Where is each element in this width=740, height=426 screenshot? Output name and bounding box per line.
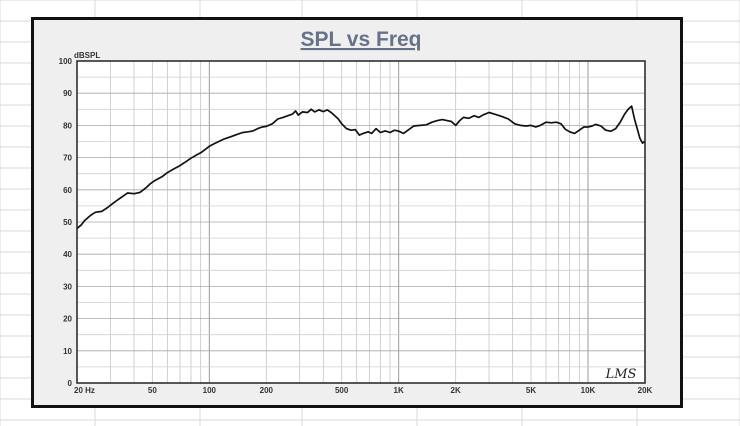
x-tick-label: 5K <box>526 386 536 395</box>
y-tick-label: 100 <box>59 57 73 66</box>
y-tick-label: 70 <box>63 154 72 163</box>
plot-border <box>76 60 646 384</box>
spl-chart: SPL vs Freq dBSPL 0 10 20 30 40 50 60 70 80 90 100… <box>59 28 653 395</box>
x-tick-label: 2K <box>451 386 461 395</box>
y-tick-label: 10 <box>63 347 72 356</box>
x-tick-label: 20K <box>638 386 653 395</box>
x-tick-label: 100 <box>203 386 217 395</box>
chart-title: SPL vs Freq <box>301 28 422 51</box>
y-tick-label: 60 <box>63 186 72 195</box>
y-tick-label: 20 <box>63 315 72 324</box>
lms-watermark: LMS <box>605 367 637 382</box>
x-tick-label: 500 <box>335 386 349 395</box>
x-tick-label: 200 <box>260 386 274 395</box>
y-tick-label: 80 <box>63 121 72 130</box>
spl-curve <box>77 105 645 230</box>
x-tick-label: 10K <box>581 386 596 395</box>
x-tick-label: 20 Hz <box>74 386 95 395</box>
y-tick-label: 50 <box>63 218 72 227</box>
x-tick-label: 1K <box>394 386 404 395</box>
y-tick-label: 30 <box>63 282 72 291</box>
y-tick-label: 0 <box>68 379 73 388</box>
chart-frame: SPL vs Freq dBSPL 0 10 20 30 40 50 60 70 80 90 100… <box>31 17 683 408</box>
x-tick-label: 50 <box>148 386 157 395</box>
y-axis-label: dBSPL <box>74 51 100 60</box>
y-tick-label: 90 <box>63 89 72 98</box>
y-tick-label: 40 <box>63 250 72 259</box>
